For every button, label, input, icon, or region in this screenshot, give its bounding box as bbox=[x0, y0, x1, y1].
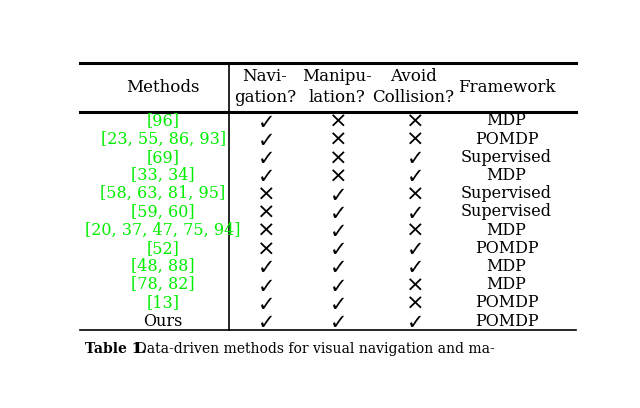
Text: $\checkmark$: $\checkmark$ bbox=[257, 311, 273, 331]
Text: $\times$: $\times$ bbox=[256, 202, 273, 222]
Text: $\checkmark$: $\checkmark$ bbox=[406, 311, 422, 331]
Text: $\times$: $\times$ bbox=[328, 166, 346, 186]
Text: $\times$: $\times$ bbox=[328, 129, 346, 149]
Text: $\checkmark$: $\checkmark$ bbox=[257, 166, 273, 186]
Text: $\checkmark$: $\checkmark$ bbox=[329, 257, 345, 277]
Text: POMDP: POMDP bbox=[475, 131, 538, 148]
Text: $\checkmark$: $\checkmark$ bbox=[329, 220, 345, 240]
Text: [78, 82]: [78, 82] bbox=[131, 276, 195, 293]
Text: $\checkmark$: $\checkmark$ bbox=[257, 147, 273, 167]
Text: $\times$: $\times$ bbox=[404, 275, 422, 295]
Text: $\times$: $\times$ bbox=[404, 220, 422, 240]
Text: MDP: MDP bbox=[486, 258, 527, 275]
Text: [33, 34]: [33, 34] bbox=[131, 167, 195, 184]
Text: $\checkmark$: $\checkmark$ bbox=[329, 202, 345, 222]
Text: Manipu-
lation?: Manipu- lation? bbox=[302, 69, 372, 106]
Text: [13]: [13] bbox=[147, 294, 180, 311]
Text: $\times$: $\times$ bbox=[256, 220, 273, 240]
Text: $\checkmark$: $\checkmark$ bbox=[257, 275, 273, 295]
Text: $\times$: $\times$ bbox=[404, 184, 422, 204]
Text: [96]: [96] bbox=[147, 112, 180, 129]
Text: $\checkmark$: $\checkmark$ bbox=[257, 111, 273, 131]
Text: $\checkmark$: $\checkmark$ bbox=[406, 166, 422, 186]
Text: $\checkmark$: $\checkmark$ bbox=[406, 238, 422, 258]
Text: $\checkmark$: $\checkmark$ bbox=[406, 257, 422, 277]
Text: Supervised: Supervised bbox=[461, 203, 552, 220]
Text: MDP: MDP bbox=[486, 276, 527, 293]
Text: Data-driven methods for visual navigation and ma-: Data-driven methods for visual navigatio… bbox=[127, 342, 495, 356]
Text: [59, 60]: [59, 60] bbox=[131, 203, 195, 220]
Text: Ours: Ours bbox=[143, 313, 183, 330]
Text: $\checkmark$: $\checkmark$ bbox=[406, 202, 422, 222]
Text: $\checkmark$: $\checkmark$ bbox=[329, 293, 345, 313]
Text: $\times$: $\times$ bbox=[404, 111, 422, 131]
Text: $\checkmark$: $\checkmark$ bbox=[406, 147, 422, 167]
Text: $\times$: $\times$ bbox=[256, 184, 273, 204]
Text: [23, 55, 86, 93]: [23, 55, 86, 93] bbox=[100, 131, 226, 148]
Text: $\times$: $\times$ bbox=[404, 293, 422, 313]
Text: POMDP: POMDP bbox=[475, 294, 538, 311]
Text: Framework: Framework bbox=[458, 79, 556, 96]
Text: $\checkmark$: $\checkmark$ bbox=[329, 311, 345, 331]
Text: [58, 63, 81, 95]: [58, 63, 81, 95] bbox=[100, 185, 226, 202]
Text: POMDP: POMDP bbox=[475, 313, 538, 330]
Text: $\checkmark$: $\checkmark$ bbox=[257, 293, 273, 313]
Text: $\times$: $\times$ bbox=[256, 238, 273, 258]
Text: [69]: [69] bbox=[147, 149, 180, 166]
Text: [52]: [52] bbox=[147, 240, 179, 257]
Text: [48, 88]: [48, 88] bbox=[131, 258, 195, 275]
Text: Methods: Methods bbox=[126, 79, 200, 96]
Text: $\checkmark$: $\checkmark$ bbox=[329, 275, 345, 295]
Text: Supervised: Supervised bbox=[461, 185, 552, 202]
Text: Navi-
gation?: Navi- gation? bbox=[234, 69, 296, 106]
Text: MDP: MDP bbox=[486, 167, 527, 184]
Text: [20, 37, 47, 75, 94]: [20, 37, 47, 75, 94] bbox=[85, 222, 241, 239]
Text: $\times$: $\times$ bbox=[328, 147, 346, 167]
Text: POMDP: POMDP bbox=[475, 240, 538, 257]
Text: MDP: MDP bbox=[486, 112, 527, 129]
Text: Avoid
Collision?: Avoid Collision? bbox=[372, 69, 454, 106]
Text: $\checkmark$: $\checkmark$ bbox=[257, 257, 273, 277]
Text: $\checkmark$: $\checkmark$ bbox=[329, 238, 345, 258]
Text: $\checkmark$: $\checkmark$ bbox=[257, 129, 273, 149]
Text: MDP: MDP bbox=[486, 222, 527, 239]
Text: Supervised: Supervised bbox=[461, 149, 552, 166]
Text: $\checkmark$: $\checkmark$ bbox=[329, 184, 345, 204]
Text: Table 1.: Table 1. bbox=[85, 342, 147, 356]
Text: $\times$: $\times$ bbox=[328, 111, 346, 131]
Text: $\times$: $\times$ bbox=[404, 129, 422, 149]
